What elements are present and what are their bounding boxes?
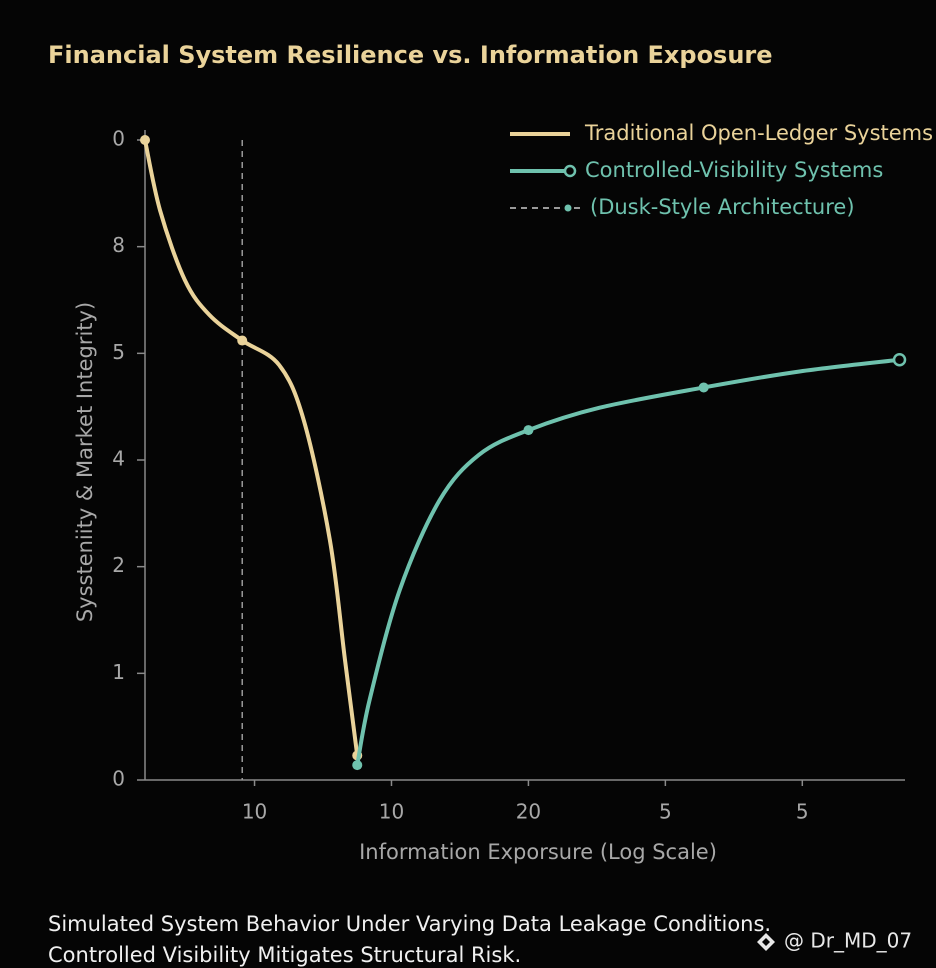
legend-label: (Dusk-Style Architecture): [590, 195, 855, 219]
end-marker: [892, 352, 907, 367]
x-tick-label: 10: [379, 800, 404, 824]
point-marker: [140, 135, 150, 145]
legend-label: Controlled-Visibility Systems: [585, 158, 883, 182]
y-tick-label: 4: [112, 447, 125, 471]
point-marker: [352, 760, 363, 771]
caption: Controlled Visibility Mitigates Structur…: [48, 943, 521, 967]
x-tick-label: 10: [242, 800, 267, 824]
y-tick-label: 8: [112, 233, 125, 257]
legend-label: Traditional Open-Ledger Systems: [584, 121, 933, 145]
legend-marker: [563, 164, 577, 178]
y-tick-label: 2: [112, 553, 125, 577]
icon: [757, 933, 775, 951]
x-axis-label: Information Exporsure (Log Scale): [359, 840, 717, 864]
x-tick-label: 5: [659, 800, 672, 824]
x-tick-label: 5: [796, 800, 809, 824]
caption: Simulated System Behavior Under Varying …: [48, 912, 771, 936]
y-tick-label: 1: [112, 660, 125, 684]
chart-title: Financial System Resilience vs. Informat…: [48, 41, 773, 69]
y-tick-label: 5: [112, 340, 125, 364]
x-tick-label: 20: [516, 800, 541, 824]
series-line: [355, 357, 902, 768]
legend-marker: [564, 204, 572, 212]
watermark-icon: [757, 933, 775, 951]
watermark: @ Dr_MD_07: [784, 929, 912, 953]
point-marker: [698, 382, 709, 393]
series-line: [143, 138, 360, 758]
y-axis-label: Syssteniity & Market Integrity): [73, 302, 97, 622]
point-marker: [237, 335, 248, 346]
y-tick-label: 0: [112, 767, 125, 791]
point-marker: [523, 425, 534, 436]
y-tick-label: 0: [112, 127, 125, 151]
